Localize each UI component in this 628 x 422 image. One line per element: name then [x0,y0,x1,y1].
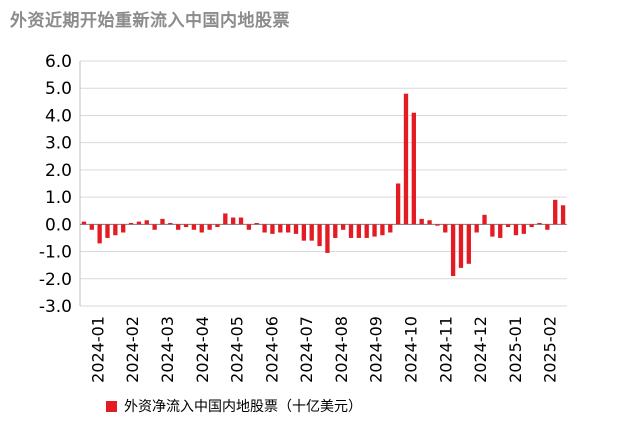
bar [121,224,126,233]
bar [278,224,283,233]
bar [254,222,259,225]
x-tick-label: 2024-05 [228,316,247,383]
bar [482,214,487,225]
bar [160,218,165,225]
bar [183,224,189,228]
bar [238,217,244,225]
bar [223,213,228,225]
bar [450,224,456,277]
bar [395,183,401,225]
bar [325,224,330,253]
legend: 外资净流入中国内地股票（十亿美元） [106,396,362,416]
bar [403,93,409,225]
bar [231,217,236,225]
bar [490,224,495,237]
bar [372,224,377,237]
bar [411,112,416,225]
bar [466,224,471,264]
x-tick-label: 2024-01 [88,316,107,383]
x-tick-label: 2024-07 [297,316,316,383]
bar [293,224,299,234]
x-tick-label: 2024-04 [193,316,212,383]
bar [537,222,542,225]
bar [136,221,142,225]
bar [89,224,94,230]
y-tick-label: 1.0 [45,188,72,208]
x-tick-label: 2024-08 [332,316,351,383]
chart-title: 外资近期开始重新流入中国内地股票 [10,11,290,31]
x-tick-label: 2025-02 [541,316,560,383]
bar [144,220,149,225]
bar [152,224,157,230]
bar [105,224,110,238]
bar [191,224,197,230]
bar [443,224,448,233]
bar [364,224,369,238]
bar [128,222,134,225]
bar [521,224,526,234]
x-tick-label: 2024-11 [436,316,455,383]
y-tick-label: 2.0 [45,161,72,181]
bar [333,224,338,238]
y-tick-label: -3.0 [39,297,72,317]
bar [270,224,275,234]
bar [505,224,511,228]
bar [317,224,322,247]
y-tick-label: 5.0 [45,79,72,99]
bar [199,224,204,233]
legend-label: 外资净流入中国内地股票（十亿美元） [124,399,362,415]
bar [340,224,346,230]
y-tick-label: 4.0 [45,106,72,126]
x-tick-label: 2024-09 [367,316,386,383]
bar [176,224,181,230]
bar [498,224,503,238]
x-tick-label: 2024-12 [471,316,490,383]
bar [246,224,252,230]
bar [215,224,220,228]
bar [301,224,307,241]
bar [168,222,173,225]
bar [207,224,212,230]
y-tick-label: -2.0 [39,270,72,290]
bar [97,224,102,244]
y-tick-label: 6.0 [45,52,72,72]
x-tick-label: 2025-01 [506,316,525,383]
bar [427,220,432,225]
bar [388,224,393,233]
bar [348,224,354,238]
bar [356,224,362,238]
bar [458,224,464,268]
bar [529,224,534,228]
bar [560,205,566,225]
bar [380,224,385,236]
y-tick-label: 0.0 [45,215,72,235]
bar [285,224,291,233]
bar [513,224,519,236]
bar [474,224,479,233]
bar [309,224,314,241]
bar [545,224,550,230]
bar [262,224,267,233]
legend-swatch [106,400,117,412]
x-tick-label: 2024-02 [123,316,142,383]
bar [553,199,558,225]
x-tick-label: 2024-10 [401,316,420,383]
bar [419,218,424,225]
y-tick-label: 3.0 [45,134,72,154]
x-tick-label: 2024-03 [158,316,177,383]
y-tick-label: -1.0 [39,243,72,263]
bar [81,221,87,225]
bar [113,224,118,236]
bar [435,224,440,226]
x-tick-label: 2024-06 [262,316,281,383]
